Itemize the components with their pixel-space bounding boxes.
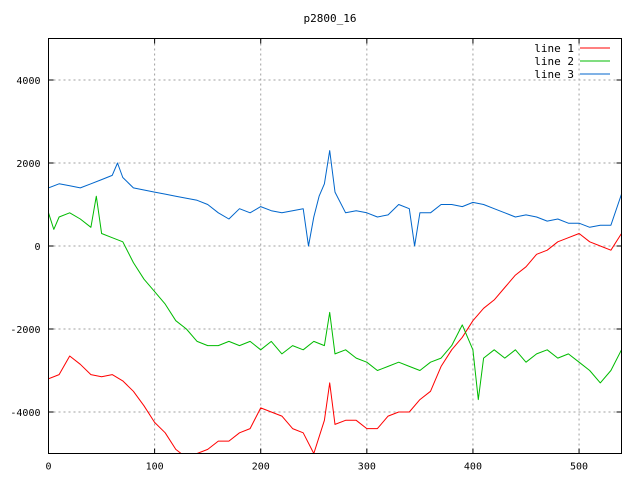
legend-label: line 3 bbox=[534, 68, 574, 81]
axis-ticks: 0 100 200 300 400 500 -4000 -2000 0 2000 4000 bbox=[10, 38, 622, 473]
x-tick-label: 100 bbox=[146, 462, 164, 473]
grid bbox=[48, 38, 622, 454]
legend-label: line 2 bbox=[534, 55, 574, 68]
y-tick-label: 0 bbox=[34, 242, 40, 253]
legend-label: line 1 bbox=[534, 42, 574, 55]
y-tick-label: 4000 bbox=[16, 76, 40, 87]
x-tick-label: 300 bbox=[358, 462, 376, 473]
x-tick-label: 500 bbox=[570, 462, 588, 473]
series-line-2 bbox=[48, 195, 622, 401]
y-tick-label: -2000 bbox=[10, 325, 40, 336]
y-tick-label: -4000 bbox=[10, 408, 40, 419]
series-line-3 bbox=[48, 150, 622, 247]
y-tick-label: 2000 bbox=[16, 159, 40, 170]
x-tick-label: 200 bbox=[252, 462, 270, 473]
x-tick-label: 400 bbox=[464, 462, 482, 473]
series-line-1 bbox=[48, 233, 622, 454]
x-tick-label: 0 bbox=[45, 462, 51, 473]
chart-title: p2800_16 bbox=[304, 12, 357, 25]
series-layer bbox=[48, 150, 622, 454]
